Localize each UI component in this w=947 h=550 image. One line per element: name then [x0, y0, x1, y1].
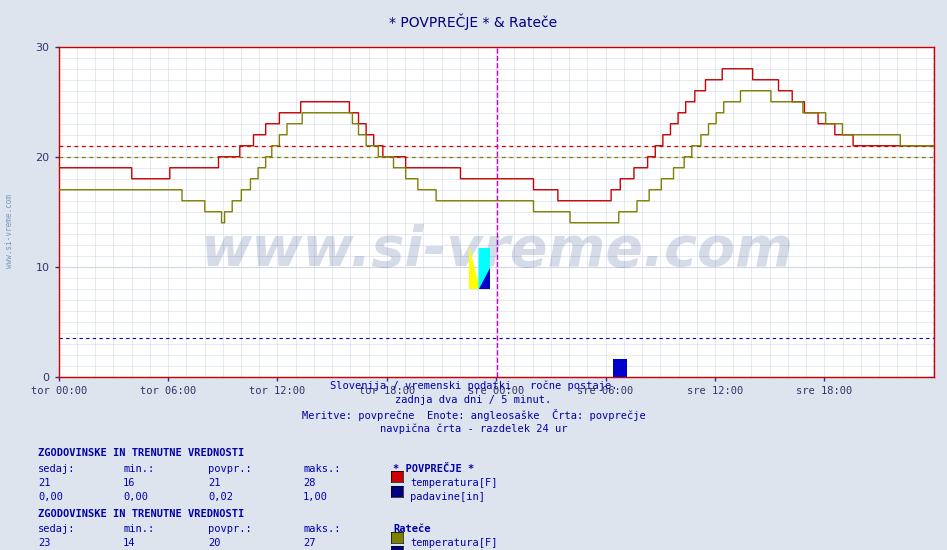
Text: 21: 21	[38, 478, 50, 488]
Polygon shape	[469, 248, 479, 289]
Text: 27: 27	[303, 538, 315, 548]
Text: * POVPREČJE *: * POVPREČJE *	[393, 464, 474, 474]
Text: navpična črta - razdelek 24 ur: navpična črta - razdelek 24 ur	[380, 424, 567, 434]
Text: Rateče: Rateče	[393, 524, 431, 534]
Text: 1,00: 1,00	[303, 492, 328, 502]
Text: min.:: min.:	[123, 464, 154, 474]
Text: min.:: min.:	[123, 524, 154, 534]
Text: ZGODOVINSKE IN TRENUTNE VREDNOSTI: ZGODOVINSKE IN TRENUTNE VREDNOSTI	[38, 448, 244, 458]
Text: www.si-vreme.com: www.si-vreme.com	[5, 194, 14, 268]
Text: Slovenija / vremenski podatki - ročne postaje.: Slovenija / vremenski podatki - ročne po…	[330, 381, 617, 391]
Text: maks.:: maks.:	[303, 464, 341, 474]
Text: ZGODOVINSKE IN TRENUTNE VREDNOSTI: ZGODOVINSKE IN TRENUTNE VREDNOSTI	[38, 509, 244, 519]
Text: 21: 21	[208, 478, 221, 488]
Bar	[615, 359, 619, 377]
Text: Meritve: povprečne  Enote: angleosaške  Črta: povprečje: Meritve: povprečne Enote: angleosaške Čr…	[302, 409, 645, 421]
Text: padavine[in]: padavine[in]	[410, 492, 485, 502]
Bar	[622, 359, 627, 377]
Polygon shape	[479, 248, 490, 289]
Text: 23: 23	[38, 538, 50, 548]
Text: povpr.:: povpr.:	[208, 464, 252, 474]
Text: 14: 14	[123, 538, 135, 548]
Text: temperatura[F]: temperatura[F]	[410, 538, 497, 548]
Bar	[618, 359, 622, 377]
Text: 0,00: 0,00	[38, 492, 63, 502]
Bar	[621, 359, 626, 377]
Polygon shape	[479, 268, 490, 289]
Text: sedaj:: sedaj:	[38, 524, 76, 534]
Text: temperatura[F]: temperatura[F]	[410, 478, 497, 488]
Text: 0,02: 0,02	[208, 492, 233, 502]
Text: zadnja dva dni / 5 minut.: zadnja dva dni / 5 minut.	[396, 395, 551, 405]
Bar	[619, 359, 624, 377]
Text: 20: 20	[208, 538, 221, 548]
Text: 16: 16	[123, 478, 135, 488]
Text: 28: 28	[303, 478, 315, 488]
Text: 0,00: 0,00	[123, 492, 148, 502]
Text: * POVPREČJE * & Rateče: * POVPREČJE * & Rateče	[389, 14, 558, 30]
Bar	[614, 359, 618, 377]
Text: povpr.:: povpr.:	[208, 524, 252, 534]
Text: maks.:: maks.:	[303, 524, 341, 534]
Text: www.si-vreme.com: www.si-vreme.com	[200, 224, 793, 278]
Text: sedaj:: sedaj:	[38, 464, 76, 474]
Bar	[616, 359, 621, 377]
